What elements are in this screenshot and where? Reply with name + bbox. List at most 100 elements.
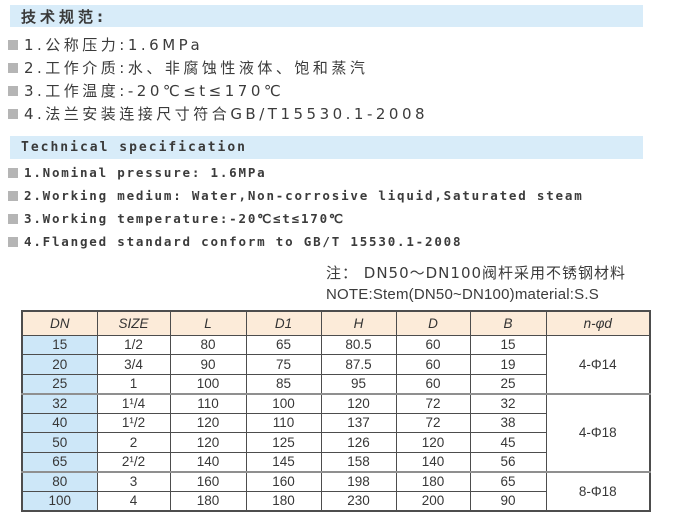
table-cell: 65 (469, 470, 547, 492)
table-cell: 180 (395, 470, 471, 492)
table-cell: 19 (469, 354, 547, 375)
table-cell: 110 (169, 392, 247, 414)
en-spec-list: 1.Nominal pressure: 1.6MPa 2.Working med… (8, 161, 584, 253)
spec-item-label: 3.工作温度:-20℃≤t≤170℃ (24, 82, 285, 100)
table-cell: 180 (245, 490, 322, 511)
table-cell-dn: 25 (21, 373, 98, 394)
bullet-square-icon (8, 62, 18, 73)
table-cell: 120 (169, 432, 247, 453)
bullet-square-icon (8, 190, 18, 201)
bullet-square-icon (8, 39, 18, 50)
table-cell: 80 (169, 334, 247, 355)
table-row: 20 3/4 90 75 87.5 60 19 (21, 354, 650, 375)
table-row: 100 4 180 180 230 200 90 (21, 490, 650, 511)
table-cell: 180 (169, 490, 247, 511)
bullet-square-icon (8, 236, 18, 247)
spec-item: 3.Working temperature:-20℃≤t≤170℃ (8, 207, 584, 230)
table-cell: 3/4 (96, 354, 171, 375)
table-cell-dn: 40 (21, 412, 98, 433)
table-cell: 1¹/2 (96, 412, 171, 433)
dimensions-table: DN SIZE L D1 H D B n-φd 15 1/2 80 65 80.… (21, 310, 651, 512)
table-cell: 72 (395, 392, 471, 414)
spec-item: 1.公称压力:1.6MPa (8, 33, 428, 56)
table-cell: 140 (169, 451, 247, 472)
table-cell: 120 (169, 412, 247, 433)
spec-item: 3.工作温度:-20℃≤t≤170℃ (8, 79, 428, 102)
spec-item-label: 4.Flanged standard conform to GB/T 15530… (24, 234, 463, 249)
table-cell: 1¹/4 (96, 392, 171, 414)
spec-item-label: 2.工作介质:水、非腐蚀性液体、饱和蒸汽 (24, 59, 369, 77)
spec-item: 1.Nominal pressure: 1.6MPa (8, 161, 584, 184)
table-header-row: DN SIZE L D1 H D B n-φd (21, 310, 651, 336)
table-cell: 60 (395, 334, 471, 355)
spec-item-label: 4.法兰安装连接尺寸符合GB/T15530.1-2008 (24, 105, 429, 123)
table-cell: 4 (96, 490, 171, 511)
table-row: 15 1/2 80 65 80.5 60 15 4-Φ14 (21, 334, 651, 394)
table-cell: 90 (169, 354, 247, 375)
table-cell: 125 (245, 432, 322, 453)
col-header-nd: n-φd (545, 310, 651, 336)
bullet-square-icon (8, 213, 18, 224)
table-cell: 87.5 (320, 354, 397, 375)
table-cell: 145 (245, 451, 322, 472)
table-row: 40 1¹/2 120 110 137 72 38 (21, 412, 650, 433)
bolt-holes-cell: 8-Φ18 (545, 470, 651, 511)
table-row: 32 1¹/4 110 100 120 72 32 4-Φ18 (21, 392, 651, 472)
table-cell-dn: 50 (21, 432, 98, 453)
table-cell-dn: 20 (21, 354, 98, 375)
table-row: 25 1 100 85 95 60 25 (21, 373, 650, 394)
note-en: NOTE:Stem(DN50~DN100)material:S.S (326, 286, 599, 303)
table-cell: 2 (96, 432, 171, 453)
cn-spec-title-bar: 技术规范: (10, 5, 643, 27)
table-cell: 56 (469, 451, 547, 472)
table-cell: 120 (320, 392, 397, 414)
table-cell-dn: 80 (21, 470, 98, 492)
col-header-l: L (169, 310, 247, 336)
table-cell: 126 (320, 432, 397, 453)
table-row: 65 2¹/2 140 145 158 140 56 (21, 451, 650, 472)
spec-item: 2.工作介质:水、非腐蚀性液体、饱和蒸汽 (8, 56, 428, 79)
table-cell: 85 (245, 373, 322, 394)
table-cell: 80.5 (320, 334, 397, 355)
spec-item-label: 2.Working medium: Water,Non-corrosive li… (24, 188, 584, 203)
table-cell: 1 (96, 373, 171, 394)
table-cell: 1/2 (96, 334, 171, 355)
col-header-d: D (395, 310, 471, 336)
table-cell: 65 (245, 334, 322, 355)
col-header-b: B (469, 310, 547, 336)
stem-material-note: 注： DN50～DN100阀杆采用不锈钢材料 NOTE:Stem(DN50~DN… (326, 263, 626, 305)
bolt-holes-cell: 4-Φ14 (545, 334, 651, 394)
table-cell: 60 (395, 373, 471, 394)
table-cell-dn: 15 (21, 334, 98, 355)
table-cell: 160 (169, 470, 247, 492)
spec-item: 4.Flanged standard conform to GB/T 15530… (8, 230, 584, 253)
table-cell: 25 (469, 373, 547, 394)
table-cell: 158 (320, 451, 397, 472)
col-header-h: H (320, 310, 397, 336)
table-row: 50 2 120 125 126 120 45 (21, 432, 650, 453)
table-cell: 15 (469, 334, 547, 355)
bolt-holes-cell: 4-Φ18 (545, 392, 651, 472)
table-cell-dn: 65 (21, 451, 98, 472)
bullet-square-icon (8, 167, 18, 178)
table-cell: 160 (245, 470, 322, 492)
spec-item: 4.法兰安装连接尺寸符合GB/T15530.1-2008 (8, 102, 428, 125)
col-header-size: SIZE (96, 310, 171, 336)
table-cell: 75 (245, 354, 322, 375)
note-cn: 注： DN50～DN100阀杆采用不锈钢材料 (326, 264, 627, 282)
table-cell: 38 (469, 412, 547, 433)
table-cell-dn: 32 (21, 392, 98, 414)
table-cell: 120 (395, 432, 471, 453)
spec-item-label: 1.公称压力:1.6MPa (24, 36, 204, 54)
table-cell: 3 (96, 470, 171, 492)
col-header-d1: D1 (245, 310, 322, 336)
table-cell-dn: 100 (21, 490, 98, 511)
table-cell: 200 (395, 490, 471, 511)
table-cell: 45 (469, 432, 547, 453)
spec-item-label: 1.Nominal pressure: 1.6MPa (24, 165, 267, 180)
table-cell: 72 (395, 412, 471, 433)
bullet-square-icon (8, 85, 18, 96)
table-cell: 60 (395, 354, 471, 375)
table-cell: 110 (245, 412, 322, 433)
